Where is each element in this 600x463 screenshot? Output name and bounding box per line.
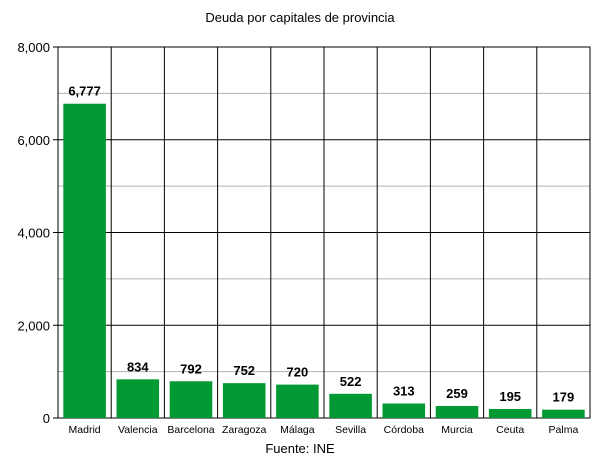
category-label: Córdoba (384, 424, 424, 436)
chart-source: Fuente: INE (265, 441, 335, 456)
data-label: 522 (340, 374, 362, 389)
category-label: Zaragoza (222, 424, 267, 436)
category-label: Málaga (280, 424, 315, 436)
bar-madrid (63, 103, 106, 419)
data-label: 195 (499, 389, 521, 404)
y-tick-label: 8,000 (17, 40, 50, 55)
category-label: Murcia (441, 424, 473, 436)
category-label: Palma (549, 424, 579, 436)
y-tick-label: 0 (43, 411, 50, 426)
category-label: Valencia (118, 424, 158, 436)
bar-valencia (116, 379, 160, 418)
bar-ceuta (488, 408, 532, 418)
data-label: 179 (553, 390, 575, 405)
category-label: Sevilla (335, 424, 366, 436)
data-label: 752 (233, 363, 255, 378)
data-label: 792 (180, 361, 202, 376)
category-label: Ceuta (496, 424, 524, 436)
data-label: 720 (287, 365, 309, 380)
data-label: 6,777 (68, 84, 101, 99)
data-label: 834 (127, 359, 149, 374)
data-label: 259 (446, 386, 468, 401)
bar-zaragoza (222, 383, 266, 418)
y-tick-label: 4,000 (17, 226, 50, 241)
category-label: Barcelona (167, 424, 214, 436)
bar-murcia (435, 405, 479, 418)
category-label: Madrid (69, 424, 101, 436)
bar-córdoba (382, 403, 426, 418)
y-tick-label: 2,000 (17, 318, 50, 333)
plot-frame (57, 46, 591, 419)
label-layer: 0 2,000 4,000 6,000 8,000 6,777 Madrid 834 Valen… (17, 40, 578, 436)
grid-layer (53, 46, 591, 419)
bar-barcelona (169, 381, 213, 418)
bar-palma (542, 409, 585, 418)
data-label: 313 (393, 383, 415, 398)
bar-sevilla (329, 393, 372, 418)
bar-layer (63, 103, 585, 419)
chart-title: Deuda por capitales de provincia (205, 10, 395, 25)
bar-málaga (276, 384, 319, 418)
y-tick-label: 6,000 (17, 133, 50, 148)
